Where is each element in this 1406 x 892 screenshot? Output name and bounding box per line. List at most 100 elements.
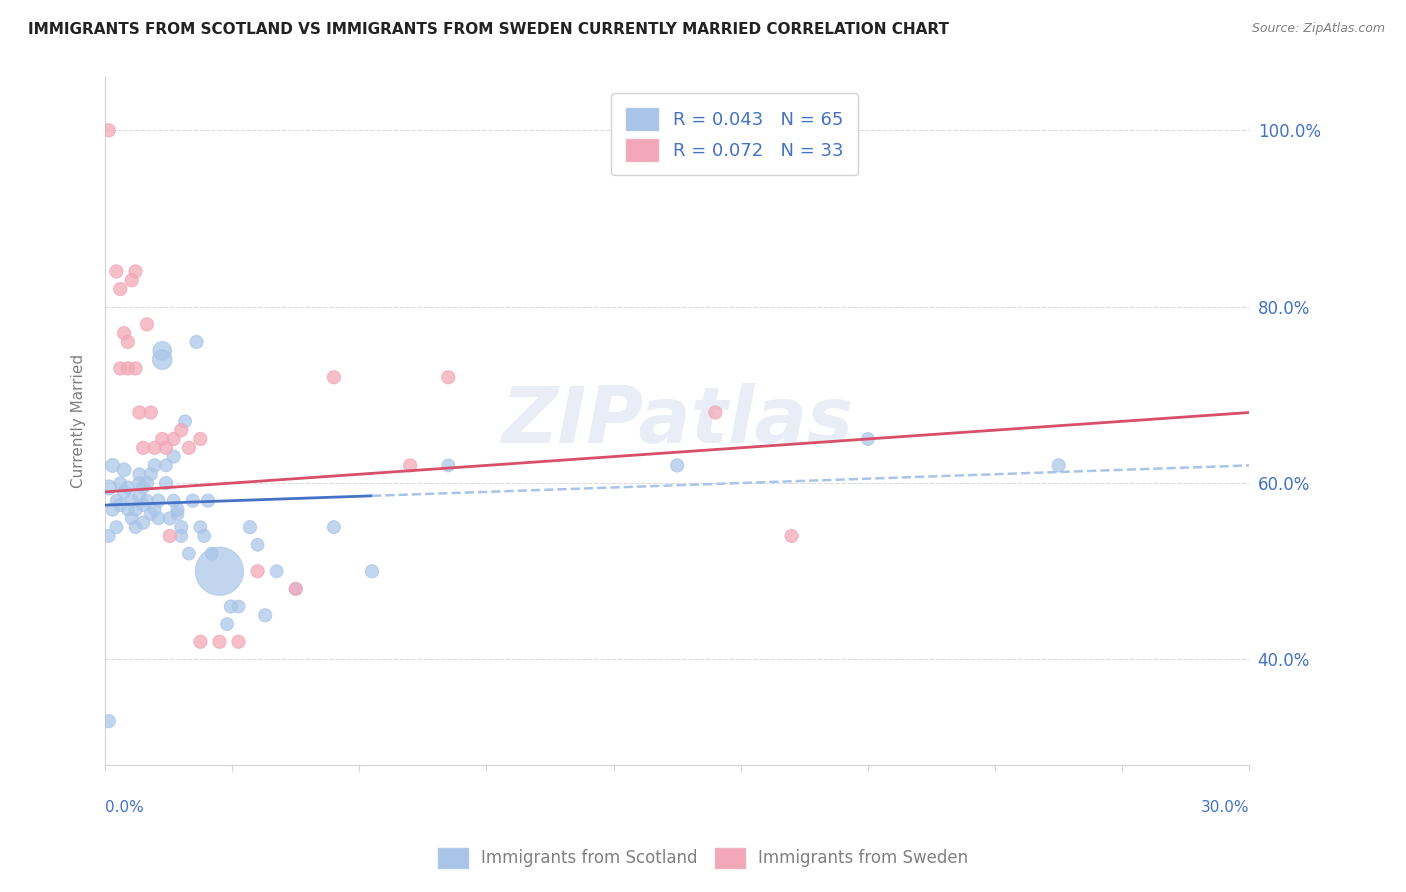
Point bbox=[101, 458, 124, 473]
Point bbox=[246, 538, 269, 552]
Point bbox=[399, 458, 422, 473]
Point bbox=[437, 370, 460, 384]
Point bbox=[136, 493, 159, 508]
Point bbox=[97, 480, 120, 494]
Point bbox=[228, 599, 250, 614]
Point bbox=[174, 414, 197, 428]
Text: 30.0%: 30.0% bbox=[1201, 799, 1250, 814]
Point bbox=[208, 564, 231, 578]
Point bbox=[150, 343, 173, 358]
Point bbox=[136, 318, 159, 332]
Point bbox=[284, 582, 307, 596]
Point bbox=[856, 432, 879, 446]
Point bbox=[589, 829, 612, 843]
Point bbox=[110, 282, 132, 296]
Point bbox=[101, 502, 124, 516]
Point bbox=[121, 273, 143, 287]
Point bbox=[186, 334, 208, 349]
Point bbox=[124, 361, 146, 376]
Point bbox=[132, 441, 155, 455]
Point bbox=[143, 441, 166, 455]
Point bbox=[136, 476, 159, 491]
Point bbox=[97, 714, 120, 728]
Point bbox=[704, 405, 727, 419]
Point bbox=[170, 520, 193, 534]
Point bbox=[112, 463, 135, 477]
Point bbox=[97, 529, 120, 543]
Point bbox=[177, 441, 200, 455]
Point bbox=[132, 498, 155, 512]
Point bbox=[97, 123, 120, 137]
Point bbox=[188, 432, 211, 446]
Point bbox=[166, 507, 188, 521]
Point bbox=[181, 493, 204, 508]
Point bbox=[201, 547, 224, 561]
Point bbox=[163, 493, 186, 508]
Point bbox=[177, 547, 200, 561]
Point bbox=[148, 511, 170, 525]
Point bbox=[219, 599, 242, 614]
Point bbox=[155, 441, 177, 455]
Point bbox=[117, 361, 139, 376]
Point bbox=[188, 634, 211, 648]
Point bbox=[110, 498, 132, 512]
Point bbox=[124, 520, 146, 534]
Point bbox=[239, 520, 262, 534]
Point bbox=[666, 458, 689, 473]
Legend: Immigrants from Scotland, Immigrants from Sweden: Immigrants from Scotland, Immigrants fro… bbox=[432, 841, 974, 875]
Point bbox=[163, 432, 186, 446]
Point bbox=[105, 493, 128, 508]
Legend: R = 0.043   N = 65, R = 0.072   N = 33: R = 0.043 N = 65, R = 0.072 N = 33 bbox=[612, 94, 858, 176]
Y-axis label: Currently Married: Currently Married bbox=[72, 354, 86, 489]
Point bbox=[128, 405, 150, 419]
Point bbox=[170, 423, 193, 437]
Point bbox=[150, 352, 173, 367]
Point bbox=[780, 529, 803, 543]
Point bbox=[159, 529, 181, 543]
Point bbox=[163, 450, 186, 464]
Point bbox=[143, 502, 166, 516]
Point bbox=[117, 502, 139, 516]
Point bbox=[132, 480, 155, 494]
Point bbox=[139, 405, 162, 419]
Point bbox=[139, 467, 162, 482]
Point bbox=[228, 634, 250, 648]
Point bbox=[170, 529, 193, 543]
Point bbox=[155, 458, 177, 473]
Point bbox=[117, 334, 139, 349]
Text: 0.0%: 0.0% bbox=[105, 799, 143, 814]
Point bbox=[112, 484, 135, 499]
Point bbox=[105, 264, 128, 278]
Point bbox=[437, 458, 460, 473]
Point bbox=[197, 493, 219, 508]
Point bbox=[121, 493, 143, 508]
Point bbox=[139, 507, 162, 521]
Point bbox=[121, 511, 143, 525]
Point bbox=[143, 458, 166, 473]
Point bbox=[1047, 458, 1070, 473]
Point bbox=[361, 564, 384, 578]
Point bbox=[132, 516, 155, 530]
Point bbox=[322, 520, 344, 534]
Point bbox=[193, 529, 215, 543]
Point bbox=[128, 476, 150, 491]
Point bbox=[124, 264, 146, 278]
Point bbox=[159, 511, 181, 525]
Point bbox=[208, 634, 231, 648]
Point bbox=[284, 582, 307, 596]
Point bbox=[266, 564, 288, 578]
Point bbox=[105, 520, 128, 534]
Point bbox=[150, 432, 173, 446]
Point bbox=[112, 326, 135, 340]
Point bbox=[110, 361, 132, 376]
Point bbox=[155, 476, 177, 491]
Point bbox=[128, 467, 150, 482]
Point bbox=[110, 476, 132, 491]
Point bbox=[124, 502, 146, 516]
Point bbox=[322, 370, 344, 384]
Point bbox=[188, 520, 211, 534]
Point bbox=[215, 617, 238, 632]
Point bbox=[166, 502, 188, 516]
Point bbox=[254, 608, 277, 623]
Point bbox=[117, 480, 139, 494]
